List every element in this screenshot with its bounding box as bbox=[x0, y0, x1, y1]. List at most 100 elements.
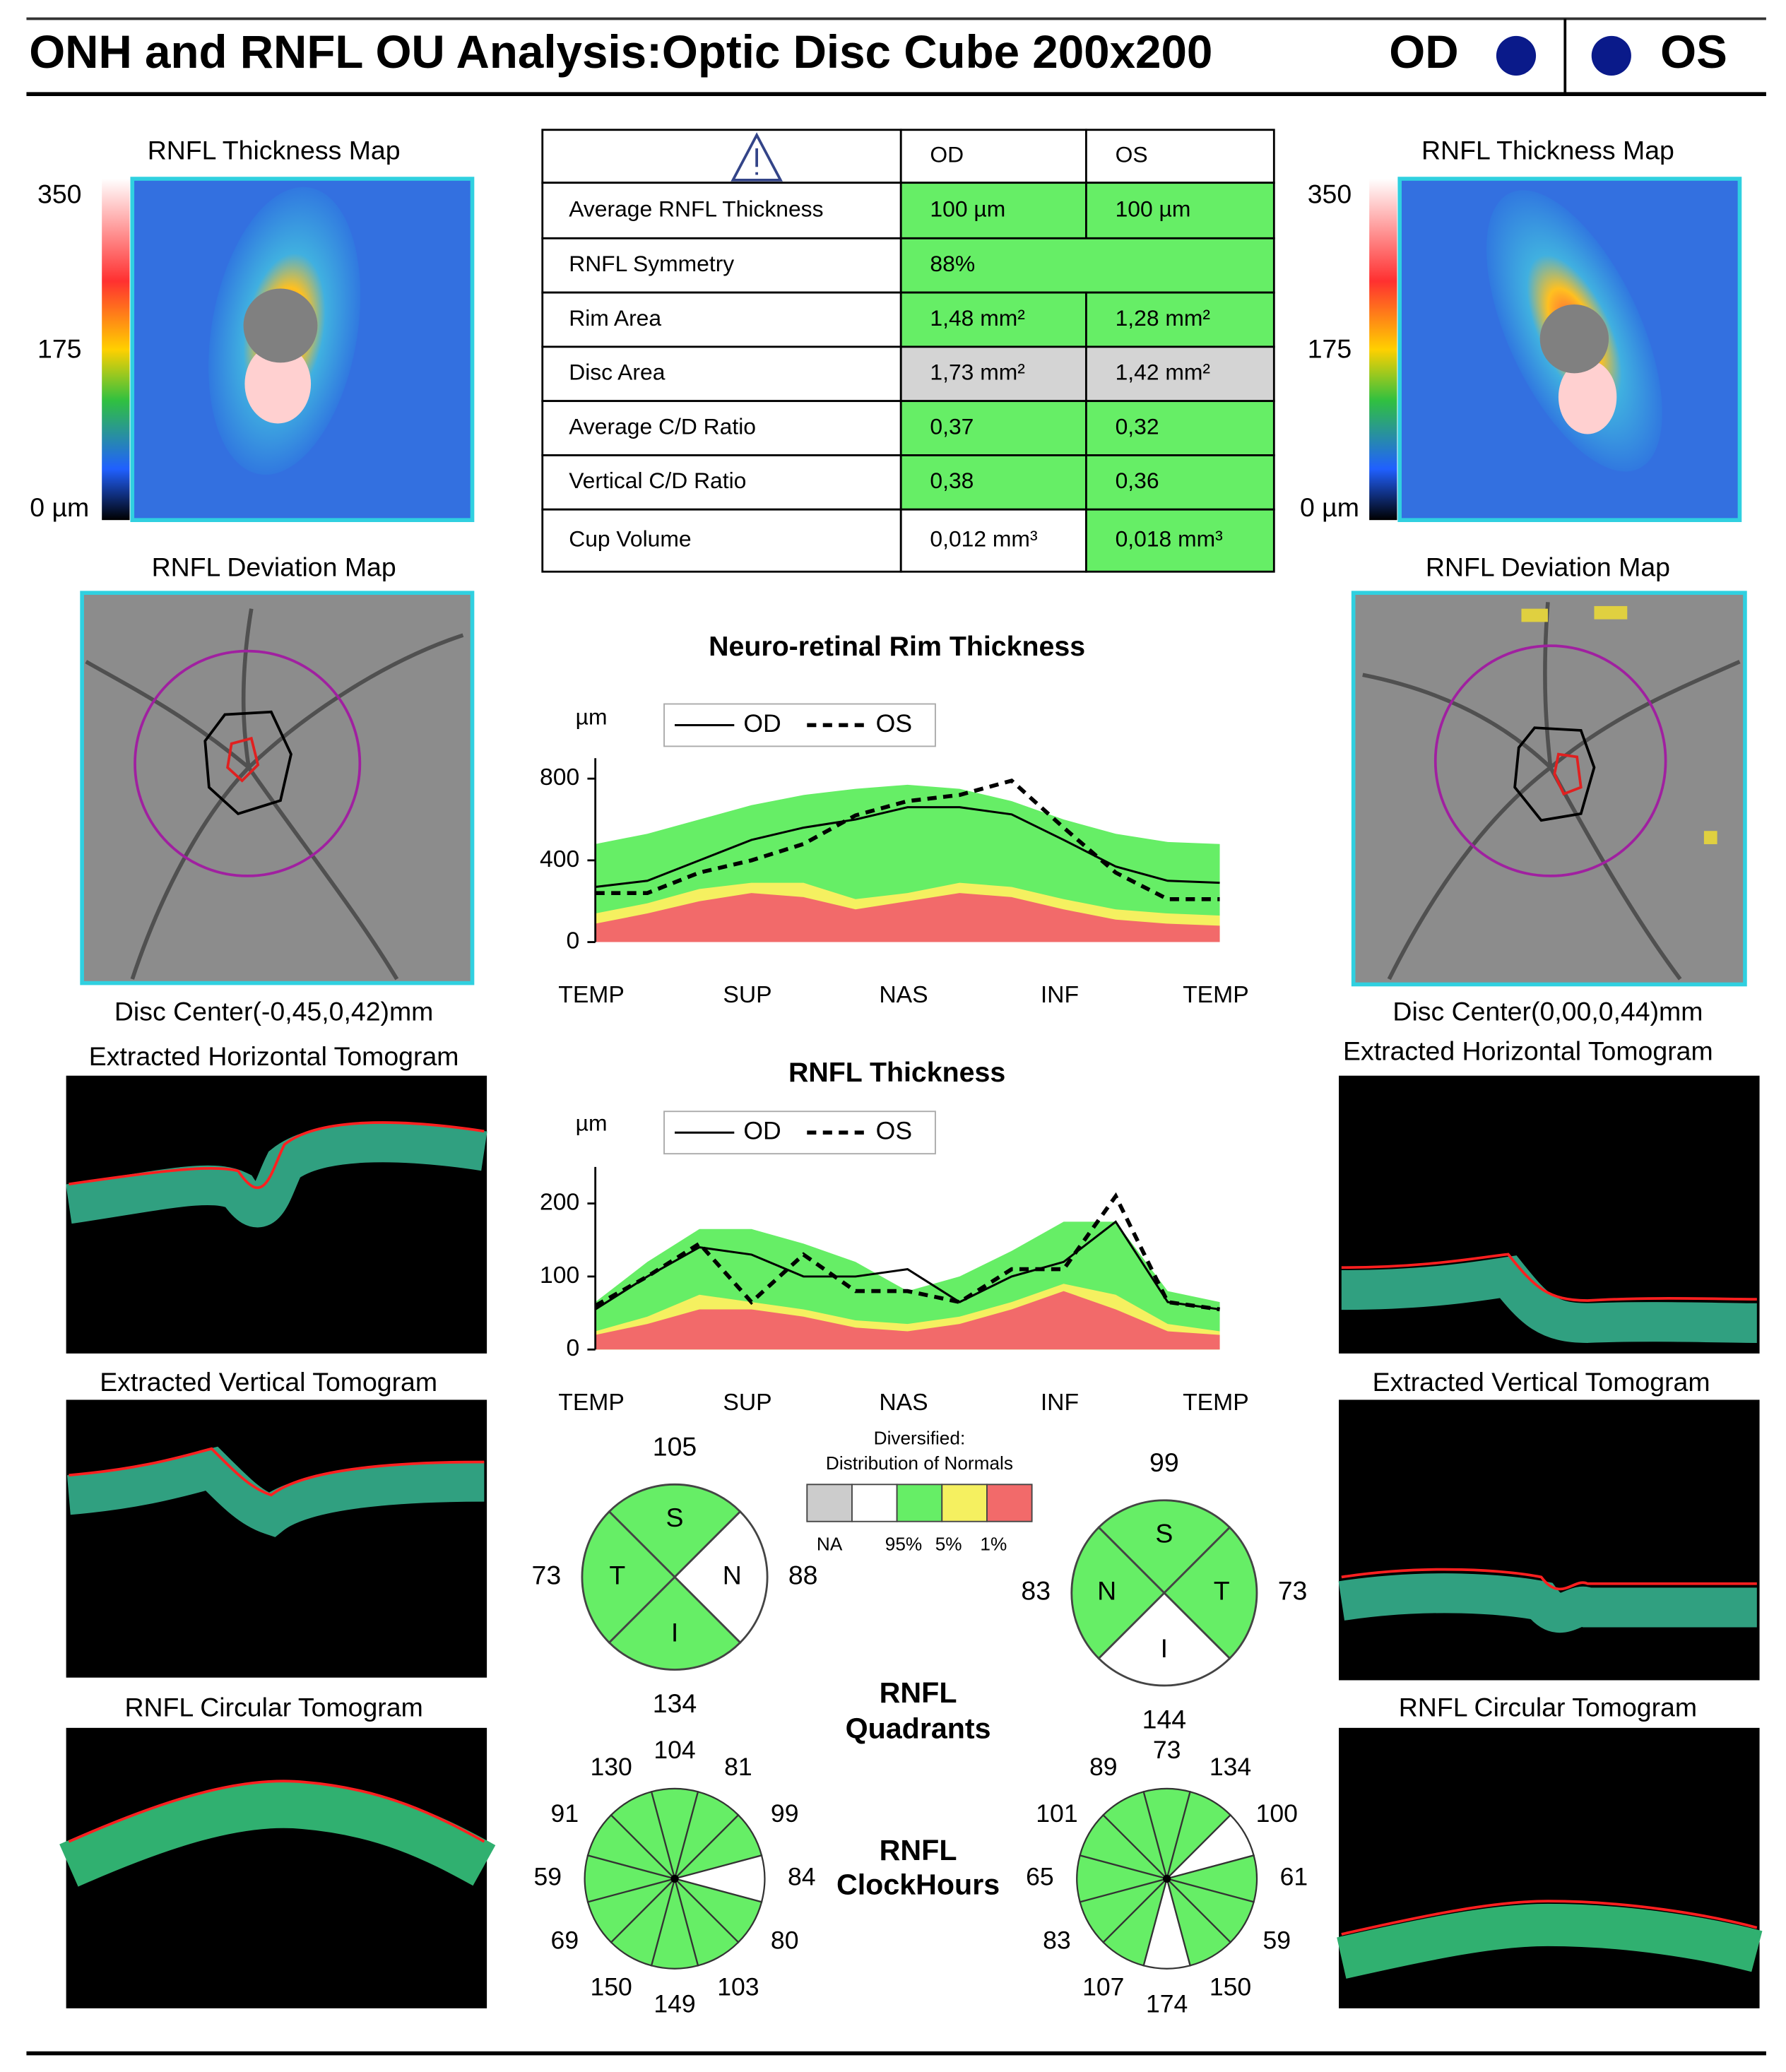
od-dot bbox=[1496, 35, 1537, 76]
deviation-pixels bbox=[1703, 831, 1717, 844]
clock-hour-value: 101 bbox=[1036, 1799, 1077, 1828]
quadrant-value: 144 bbox=[1142, 1704, 1186, 1734]
quadrant-letter: T bbox=[609, 1560, 625, 1589]
table-label-cell bbox=[541, 508, 902, 573]
clock-hour-value: 65 bbox=[1026, 1863, 1054, 1891]
legend-label: 5% bbox=[935, 1533, 962, 1554]
y-tick-label: 0 bbox=[566, 927, 579, 954]
table-value: 0,36 bbox=[1116, 468, 1159, 493]
legend-label: OD bbox=[743, 1117, 781, 1145]
clock-center bbox=[670, 1874, 679, 1883]
table-cell bbox=[899, 291, 1087, 348]
quadrant-sector bbox=[581, 1510, 677, 1645]
x-tick-label: NAS bbox=[879, 1389, 928, 1416]
disc-center: Disc Center(-0,45,0,42)mm bbox=[114, 997, 433, 1026]
deviation-pixels bbox=[1594, 605, 1628, 620]
deviation-map-title: RNFL Deviation Map bbox=[1426, 552, 1670, 581]
retina-layer bbox=[1337, 1903, 1763, 1979]
od-horizontal-tomogram bbox=[66, 1075, 487, 1354]
quadrant-letter: N bbox=[1097, 1576, 1116, 1606]
legend-title: Diversified: bbox=[874, 1428, 966, 1449]
disc-outline bbox=[1513, 726, 1596, 822]
rnfl-boundary bbox=[1341, 1900, 1758, 1936]
thickness-map-title: RNFL Thickness Map bbox=[148, 135, 401, 165]
quadrant-value: 73 bbox=[532, 1560, 562, 1589]
os-deviation-map bbox=[1351, 591, 1747, 987]
rnfl-boundary bbox=[69, 1121, 485, 1190]
table-value: 0,012 mm³ bbox=[930, 526, 1037, 552]
quadrant-letter: I bbox=[1161, 1633, 1168, 1663]
quadrant-sector bbox=[608, 1483, 742, 1579]
table-value: 1,28 mm² bbox=[1116, 305, 1210, 331]
optic-disc bbox=[1539, 304, 1609, 374]
legend-label: OS bbox=[876, 709, 912, 738]
clock-hour-value: 174 bbox=[1146, 1990, 1188, 2018]
quadrant-sector bbox=[1097, 1499, 1231, 1594]
os-thickness-map bbox=[1369, 177, 1742, 522]
series-line bbox=[595, 778, 1220, 901]
vessels bbox=[1362, 602, 1741, 981]
clock-hour-value: 107 bbox=[1082, 1972, 1124, 2001]
table-value: 100 µm bbox=[930, 196, 1005, 221]
quadrant-value: 83 bbox=[1021, 1576, 1051, 1606]
quadrant-letter: I bbox=[671, 1618, 678, 1647]
rnfl-boundary bbox=[1341, 1253, 1757, 1302]
quadrant-sector bbox=[1162, 1526, 1258, 1660]
normative-band bbox=[595, 1291, 1220, 1350]
fundus-image bbox=[1351, 591, 1747, 987]
table-row-label: Cup Volume bbox=[569, 526, 691, 552]
table-cell bbox=[899, 237, 1275, 294]
od-deviation-map bbox=[80, 591, 475, 985]
rnfl-boundary bbox=[68, 1780, 485, 1843]
y-tick-label: 200 bbox=[540, 1188, 579, 1215]
clock-hour-value: 59 bbox=[1263, 1926, 1291, 1955]
warning-icon bbox=[731, 132, 783, 182]
clock-hour-sector bbox=[610, 1790, 677, 1882]
legend-swatch bbox=[986, 1484, 1033, 1522]
x-tick-label: TEMP bbox=[558, 1389, 625, 1416]
map-blob bbox=[1558, 360, 1617, 434]
y-tick-label: 400 bbox=[540, 846, 579, 872]
vessels bbox=[85, 608, 464, 981]
scale-label: 175 bbox=[1308, 333, 1352, 363]
table-value: 1,48 mm² bbox=[930, 305, 1024, 331]
tomogram-title: Extracted Horizontal Tomogram bbox=[89, 1041, 459, 1071]
tomogram-title: Extracted Horizontal Tomogram bbox=[1343, 1036, 1713, 1066]
retina-layer bbox=[1338, 1573, 1757, 1633]
table-value: 0,018 mm³ bbox=[1116, 526, 1223, 552]
series-line bbox=[594, 1192, 1220, 1312]
table-cell bbox=[899, 400, 1087, 456]
quadrant-letter: N bbox=[723, 1560, 742, 1589]
legend-label: 95% bbox=[885, 1533, 922, 1554]
legend-swatch bbox=[896, 1484, 943, 1522]
scale-label: 0 µm bbox=[30, 492, 89, 522]
table-header: OS bbox=[1116, 142, 1148, 167]
x-tick-label: NAS bbox=[879, 981, 928, 1008]
tomogram-title: Extracted Vertical Tomogram bbox=[1373, 1367, 1710, 1397]
legend-label: NA bbox=[817, 1533, 843, 1554]
rnfl-boundary bbox=[69, 1447, 485, 1497]
od-vertical-tomogram bbox=[66, 1399, 487, 1678]
table-row-label: Disc Area bbox=[569, 360, 666, 385]
quadrant-sector bbox=[608, 1575, 742, 1671]
map-blob bbox=[244, 344, 312, 424]
clock-hour-value: 69 bbox=[551, 1926, 579, 1955]
table-row-label: Average C/D Ratio bbox=[569, 413, 756, 439]
cup-outline bbox=[1553, 752, 1583, 796]
chart-title: Neuro-retinal Rim Thickness bbox=[709, 631, 1085, 662]
disc-outline bbox=[203, 710, 292, 816]
quadrant-value: 73 bbox=[1278, 1576, 1308, 1606]
tomogram-title: Extracted Vertical Tomogram bbox=[100, 1367, 437, 1397]
color-bar bbox=[1369, 179, 1397, 521]
table-value: 88% bbox=[930, 251, 975, 276]
clock-hour-value: 150 bbox=[1210, 1972, 1251, 2001]
retina-layer bbox=[59, 1782, 496, 1887]
os-vertical-tomogram bbox=[1338, 1399, 1760, 1681]
retina-layer bbox=[1341, 1255, 1757, 1343]
od-circular-tomogram bbox=[59, 1727, 496, 2008]
clock-hour-value: 89 bbox=[1089, 1753, 1118, 1781]
table-header-cell bbox=[1084, 129, 1275, 184]
scale-label: 350 bbox=[1308, 179, 1352, 208]
clock-hour-value: 80 bbox=[771, 1926, 799, 1955]
legend-label: OS bbox=[876, 1117, 912, 1145]
